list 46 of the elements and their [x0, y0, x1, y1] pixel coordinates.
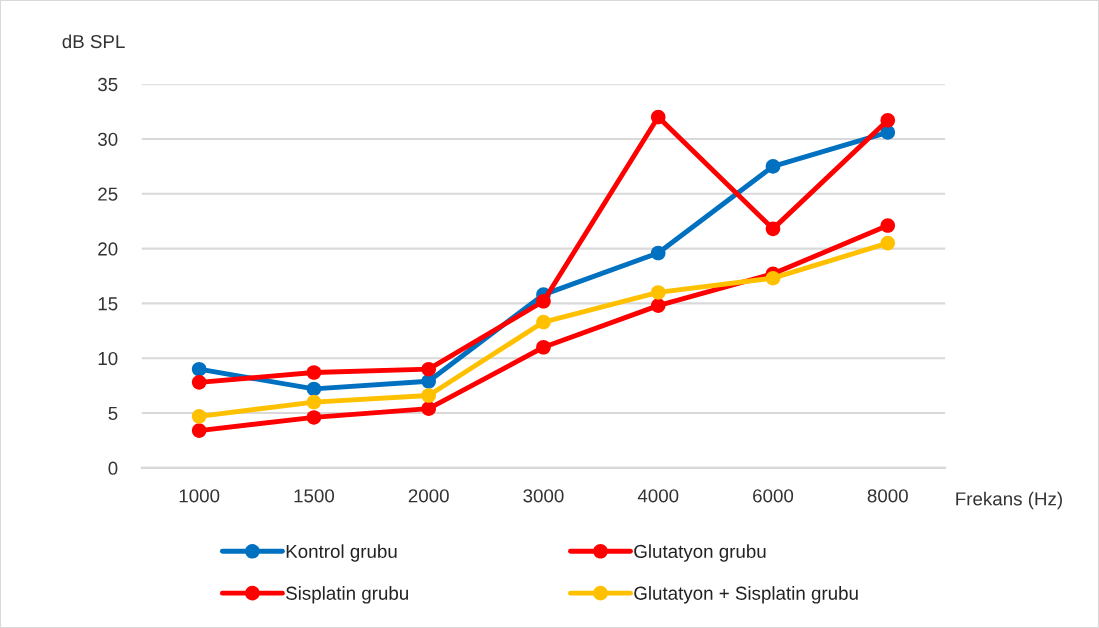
- point: [421, 388, 436, 403]
- y-tick-label: 20: [98, 242, 118, 256]
- point: [421, 361, 436, 377]
- point: [765, 221, 781, 237]
- point: [880, 235, 896, 251]
- y-tick-label: 0: [108, 461, 118, 475]
- y-tick-label: 30: [98, 132, 118, 146]
- point: [306, 394, 322, 410]
- legend-label: Kontrol grubu: [286, 544, 397, 562]
- point: [880, 218, 896, 233]
- x-tick-label: 8000: [867, 489, 908, 503]
- point: [306, 410, 322, 425]
- point: [650, 298, 666, 313]
- point: [306, 381, 322, 397]
- point: [421, 373, 436, 389]
- x-tick-label: 2000: [408, 489, 449, 503]
- legend-label: Sisplatin grubu: [286, 586, 408, 604]
- point: [191, 361, 207, 377]
- point: [650, 245, 666, 261]
- point: [536, 293, 551, 309]
- x-tick-label: 1000: [179, 489, 220, 503]
- y-tick-label: 5: [108, 406, 118, 421]
- y-tick-label: 25: [98, 187, 118, 201]
- x-tick-label: 6000: [753, 489, 794, 503]
- x-tick-label: 4000: [637, 489, 679, 503]
- point: [880, 113, 896, 128]
- point: [306, 365, 322, 380]
- y-tick-label: 15: [98, 297, 118, 311]
- x-tick-label: 3000: [523, 489, 564, 503]
- point: [650, 109, 666, 125]
- legend-label: Glutatyon + Sisplatin grubu: [634, 586, 858, 604]
- point: [765, 159, 781, 174]
- y-axis-title: dB SPL: [62, 34, 125, 49]
- legend-label: Glutatyon grubu: [634, 544, 766, 562]
- y-tick-label: 35: [98, 77, 118, 92]
- x-axis-title: Frekans (Hz): [956, 491, 1062, 510]
- point: [421, 401, 436, 416]
- point: [765, 270, 781, 286]
- point: [191, 409, 207, 424]
- point: [191, 423, 207, 438]
- point: [650, 285, 666, 300]
- point: [536, 339, 551, 355]
- y-tick-label: 10: [98, 351, 118, 366]
- x-tick-label: 1500: [294, 489, 335, 503]
- point: [536, 314, 551, 330]
- point: [191, 375, 207, 390]
